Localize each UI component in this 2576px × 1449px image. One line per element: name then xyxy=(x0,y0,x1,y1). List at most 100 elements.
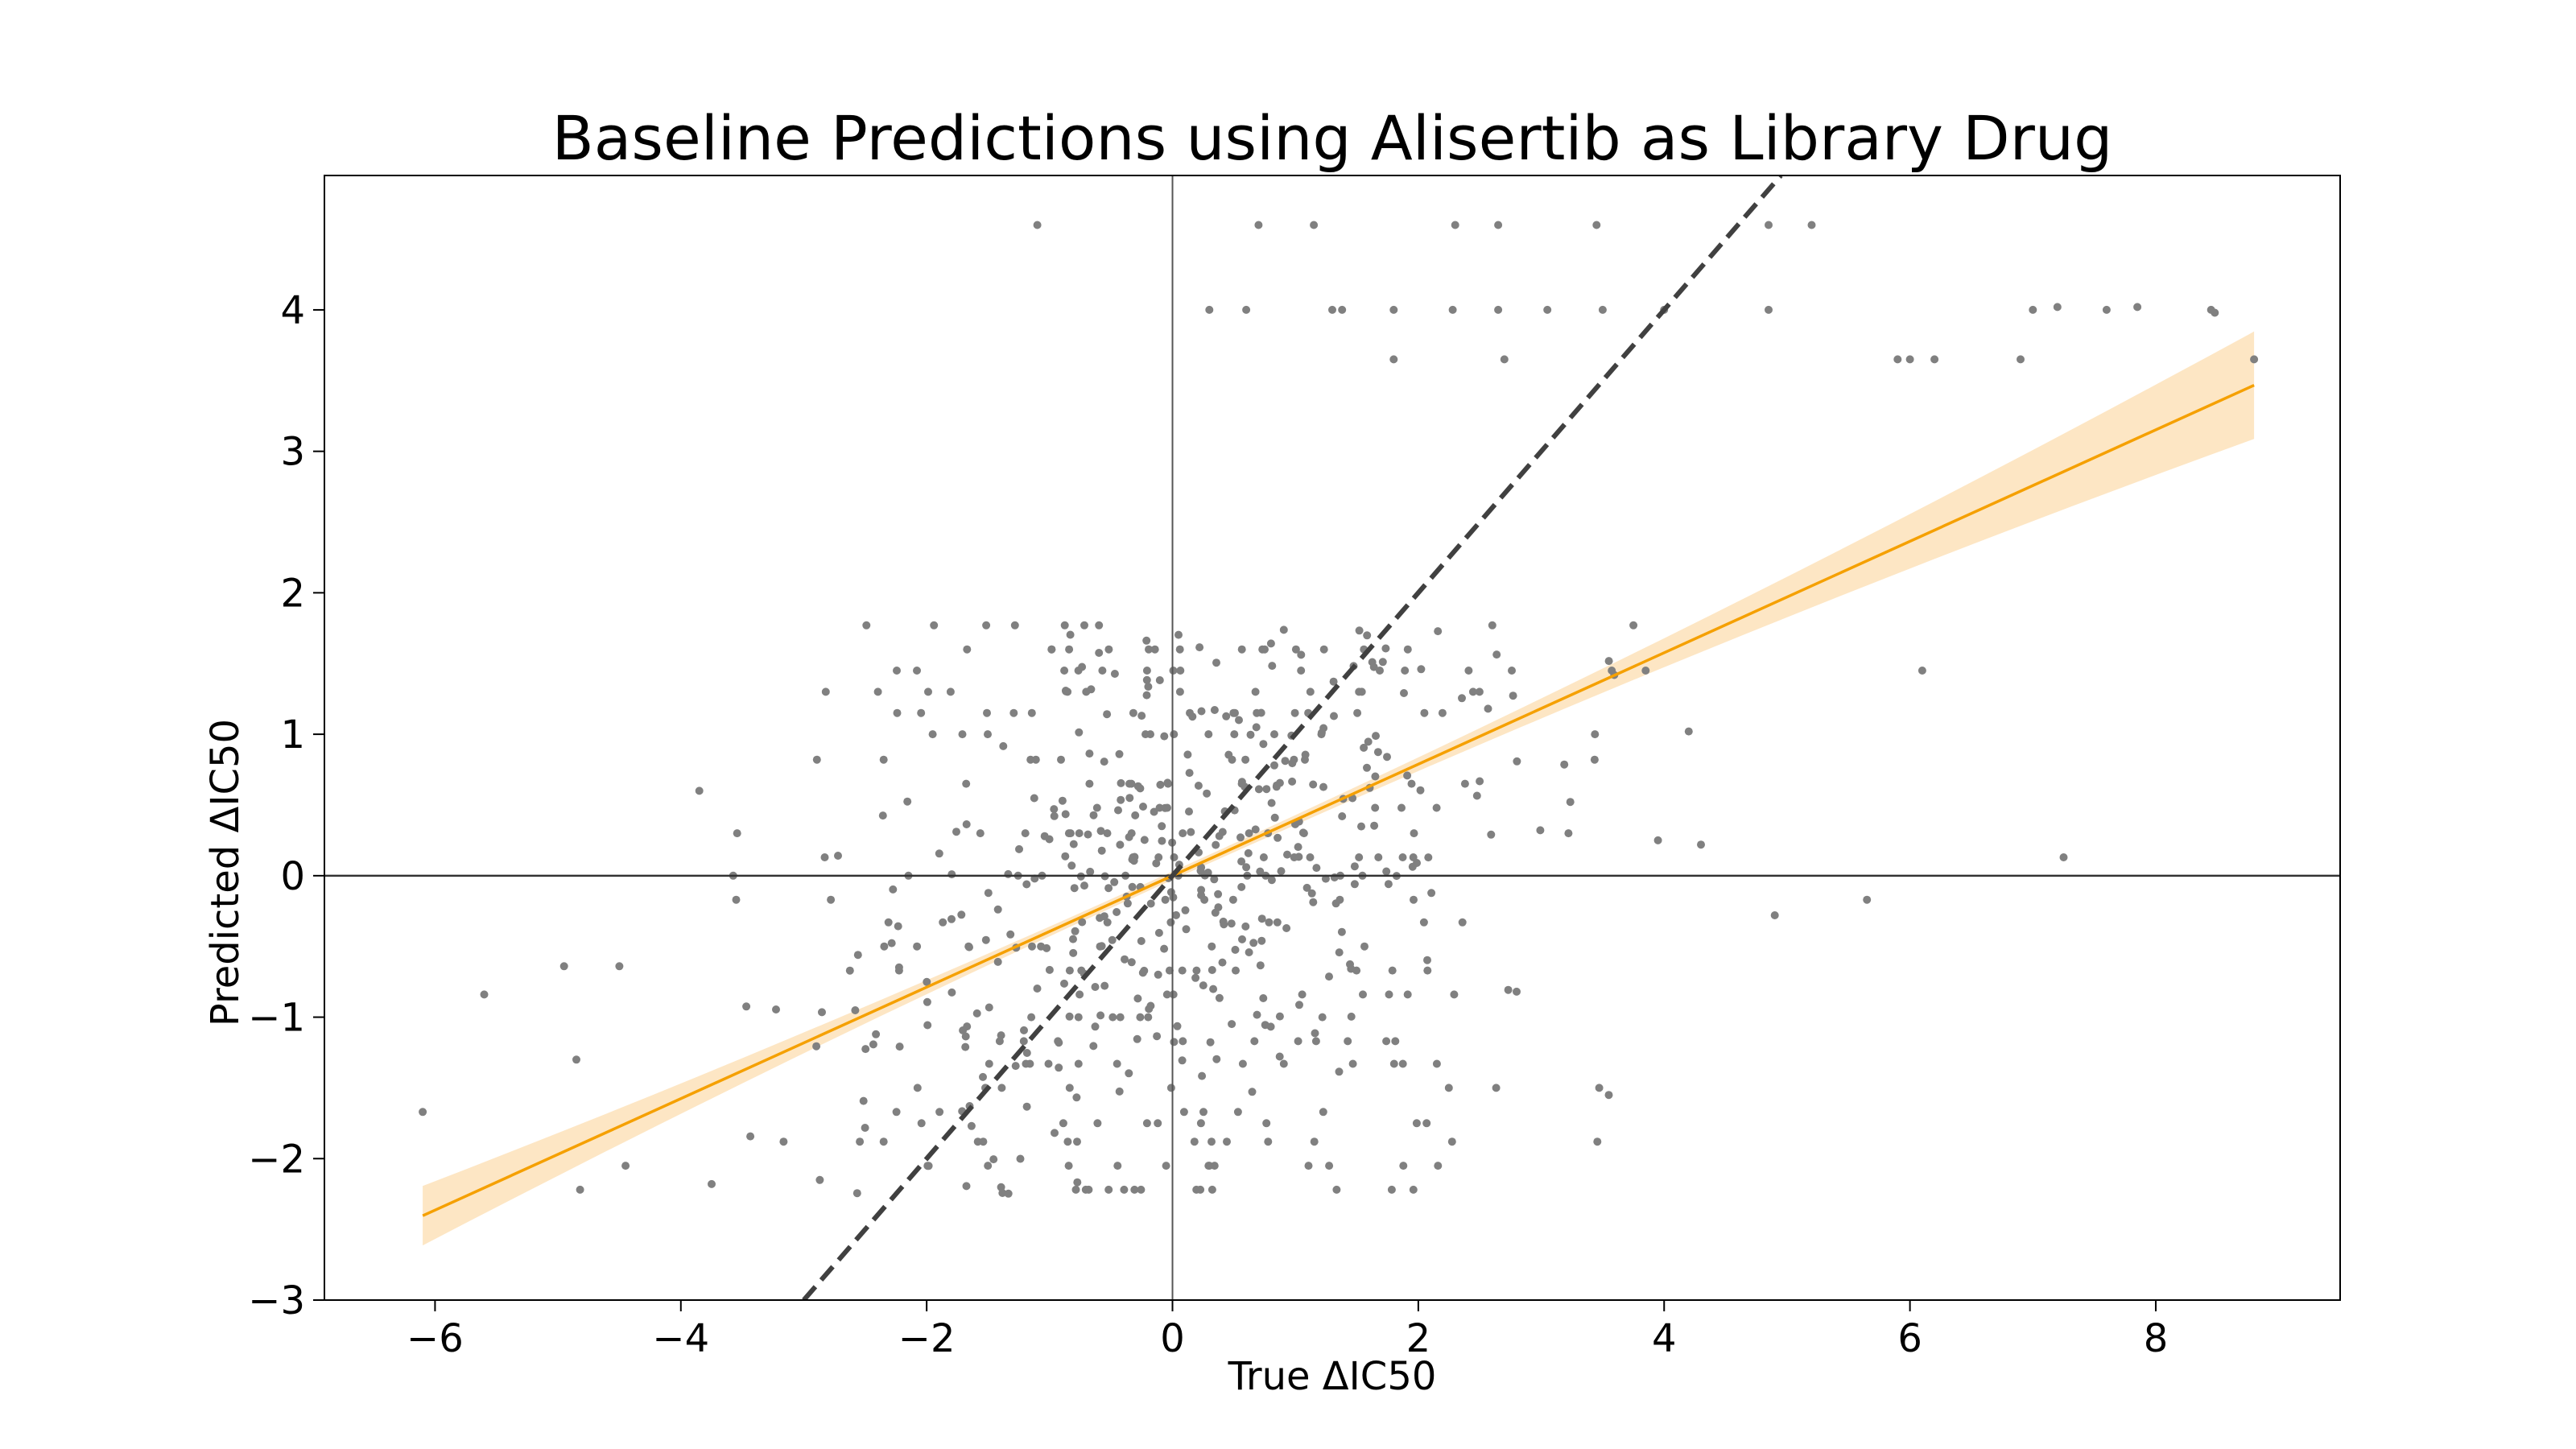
data-point xyxy=(1064,829,1073,838)
data-point xyxy=(1267,876,1276,885)
points-group xyxy=(419,221,2259,1198)
data-point xyxy=(1274,833,1282,842)
data-point xyxy=(1128,882,1137,891)
data-point xyxy=(1248,1088,1257,1096)
data-point xyxy=(985,1059,993,1068)
data-point xyxy=(1398,1059,1407,1068)
data-point xyxy=(1054,1037,1063,1046)
data-point xyxy=(1166,888,1175,897)
y-tick-label: 3 xyxy=(280,430,305,475)
data-point xyxy=(1066,630,1075,639)
data-point xyxy=(1400,689,1408,697)
plot-frame xyxy=(324,175,2341,1301)
data-point xyxy=(1275,1052,1284,1061)
data-point xyxy=(1267,799,1276,807)
data-point xyxy=(1210,706,1219,714)
data-point xyxy=(913,1084,922,1092)
data-point xyxy=(1064,1162,1073,1170)
data-point xyxy=(1110,877,1119,886)
data-point xyxy=(1113,908,1121,916)
data-point xyxy=(923,977,931,986)
data-point xyxy=(1100,758,1108,766)
x-tick-label: 0 xyxy=(1160,1316,1185,1361)
data-point xyxy=(1212,658,1220,667)
data-point xyxy=(1212,840,1220,849)
data-point xyxy=(1275,1012,1284,1021)
data-point xyxy=(1133,994,1142,1003)
data-point xyxy=(1121,955,1129,964)
x-tick-label: −6 xyxy=(407,1316,464,1361)
data-point xyxy=(1187,828,1195,836)
data-point xyxy=(1103,829,1112,838)
data-point xyxy=(1104,645,1113,654)
data-point xyxy=(893,708,902,717)
data-point xyxy=(1214,903,1223,912)
data-point xyxy=(1360,743,1368,752)
data-point xyxy=(1310,221,1319,229)
data-point xyxy=(2053,303,2062,312)
data-point xyxy=(2017,355,2025,364)
data-point xyxy=(1458,694,1466,703)
data-point xyxy=(1312,864,1321,873)
data-point xyxy=(1074,1059,1083,1068)
data-point xyxy=(1145,645,1153,654)
data-point xyxy=(947,914,956,923)
data-point xyxy=(1319,1108,1327,1117)
data-point xyxy=(772,1005,780,1013)
data-point xyxy=(1154,928,1163,937)
data-point xyxy=(1288,759,1297,768)
data-point xyxy=(1409,1185,1418,1194)
data-point xyxy=(913,667,921,675)
data-point xyxy=(1144,683,1153,691)
data-point xyxy=(1095,621,1104,630)
data-point xyxy=(1065,966,1074,975)
data-point xyxy=(1123,899,1132,908)
data-point xyxy=(1045,965,1054,974)
data-point xyxy=(695,786,704,795)
data-point xyxy=(1273,918,1282,927)
data-point xyxy=(861,1124,869,1132)
data-point xyxy=(1403,990,1412,999)
data-point xyxy=(1230,730,1239,739)
data-point xyxy=(1208,966,1216,974)
data-point xyxy=(1294,843,1302,852)
data-point xyxy=(1508,667,1516,675)
data-point xyxy=(1057,755,1065,764)
data-point xyxy=(1065,1012,1074,1021)
data-point xyxy=(1142,636,1151,645)
data-point xyxy=(1306,853,1315,861)
data-point xyxy=(997,1031,1005,1040)
data-point xyxy=(1179,829,1187,838)
data-point xyxy=(1355,626,1364,635)
data-point xyxy=(1434,1162,1443,1170)
data-point xyxy=(935,1108,944,1117)
data-point xyxy=(1807,221,1816,229)
data-point xyxy=(1133,1034,1141,1043)
data-point xyxy=(1139,803,1147,811)
data-point xyxy=(1279,625,1288,634)
data-point xyxy=(1175,645,1184,654)
data-point xyxy=(1409,853,1418,861)
data-point xyxy=(1311,1037,1320,1046)
data-point xyxy=(1160,732,1169,741)
data-point xyxy=(1084,1185,1093,1194)
data-point xyxy=(733,829,741,838)
data-point xyxy=(1150,645,1159,654)
data-point xyxy=(1182,925,1191,934)
data-point xyxy=(1863,895,1872,904)
data-point xyxy=(821,687,830,696)
data-point xyxy=(1093,1119,1102,1128)
data-point xyxy=(879,755,888,764)
data-point xyxy=(1487,830,1496,839)
data-point xyxy=(961,1042,970,1051)
data-point xyxy=(1423,956,1431,964)
data-point xyxy=(1215,993,1224,1002)
data-point xyxy=(1592,221,1601,229)
x-tick-label: 2 xyxy=(1406,1316,1431,1361)
data-point xyxy=(1089,1042,1098,1051)
data-point xyxy=(1307,889,1316,898)
data-point xyxy=(1060,621,1069,630)
data-point xyxy=(873,687,882,696)
data-point xyxy=(981,935,990,944)
data-point xyxy=(1270,761,1278,770)
